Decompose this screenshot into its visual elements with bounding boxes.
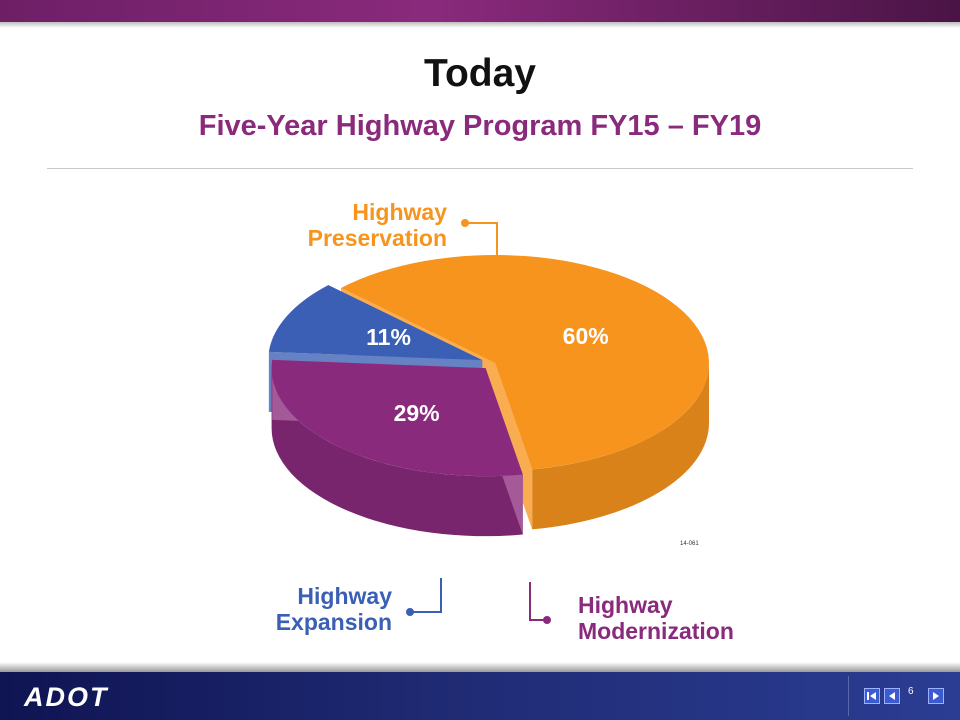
pie-slice-cut-face-0-1 (495, 363, 533, 530)
next-slide-button[interactable] (928, 688, 944, 704)
leader-dot-0 (461, 219, 469, 227)
pie-slice-1 (271, 359, 523, 537)
previous-slide-icon (889, 692, 895, 700)
data-label-1: 29% (394, 400, 440, 426)
chart-annotation: 14-061 (680, 541, 699, 547)
first-slide-icon (867, 692, 876, 700)
pie-slice-side-1 (271, 368, 523, 537)
leader-line-2 (410, 578, 442, 613)
footer-divider (848, 676, 849, 716)
category-label-text-2-0: Highway (297, 583, 392, 609)
next-slide-icon (933, 692, 939, 700)
pie-slice-top-0 (341, 254, 710, 470)
top-bar-shadow (0, 22, 960, 28)
category-label-text-0-1: Preservation (308, 225, 447, 251)
leader-line-1 (529, 582, 547, 621)
category-label-text-1-1: Modernization (578, 618, 734, 644)
category-label-text-2-1: Expansion (276, 609, 392, 635)
pie-slice-top-1 (271, 359, 523, 477)
top-accent-bar (0, 0, 960, 22)
title-divider (47, 168, 913, 169)
pie-slice-side-0 (532, 363, 709, 530)
leader-line-0 (465, 222, 498, 262)
page-number: 6 (908, 686, 914, 697)
category-label-text-0-0: Highway (352, 199, 447, 225)
first-slide-button[interactable] (864, 688, 880, 704)
previous-slide-button[interactable] (884, 688, 900, 704)
leader-dot-2 (406, 608, 414, 616)
adot-logo: ADOT (24, 682, 109, 712)
data-label-0: 60% (563, 323, 609, 349)
data-label-2: 11% (366, 324, 411, 350)
category-label-text-1-0: Highway (578, 592, 673, 618)
pie-slice-top-2 (268, 285, 483, 361)
slide-subtitle: Five-Year Highway Program FY15 – FY19 (198, 110, 762, 142)
leader-dot-1 (543, 616, 551, 624)
footer-shadow (0, 662, 960, 672)
slide-title: Today (424, 52, 536, 95)
footer-bar: ADOT 6 (0, 672, 960, 720)
